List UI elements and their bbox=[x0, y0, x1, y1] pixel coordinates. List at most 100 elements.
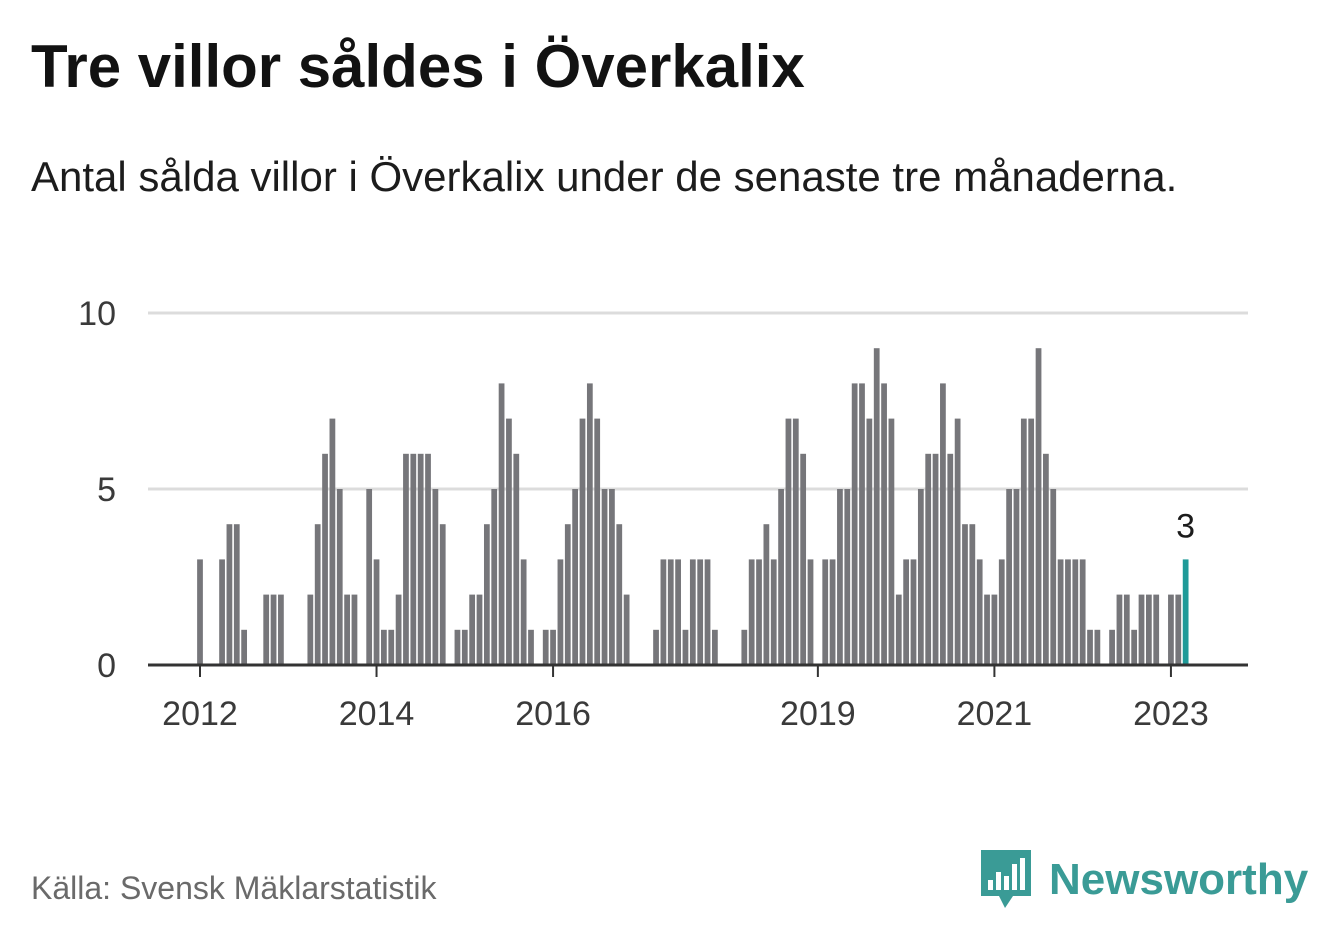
bar bbox=[1153, 594, 1160, 665]
bar bbox=[1057, 559, 1064, 665]
bar bbox=[1138, 594, 1145, 665]
bar bbox=[837, 489, 843, 665]
bar bbox=[491, 489, 498, 665]
bar bbox=[307, 594, 314, 665]
bar bbox=[689, 559, 696, 665]
bar bbox=[660, 559, 667, 665]
bar bbox=[1109, 629, 1115, 665]
bar bbox=[792, 418, 799, 665]
bar bbox=[616, 524, 623, 665]
bar bbox=[1050, 489, 1057, 665]
x-tick-label: 2014 bbox=[339, 695, 415, 733]
bar bbox=[1020, 418, 1027, 665]
bar bbox=[954, 418, 961, 665]
bar bbox=[917, 489, 924, 665]
bar bbox=[807, 559, 814, 665]
bar bbox=[851, 383, 858, 665]
bar bbox=[395, 594, 402, 665]
bar bbox=[822, 559, 829, 665]
bar bbox=[432, 489, 439, 665]
bar bbox=[1065, 559, 1071, 665]
bar bbox=[748, 559, 755, 665]
bar bbox=[506, 418, 512, 665]
bar bbox=[513, 453, 520, 665]
bar bbox=[498, 383, 505, 665]
bar bbox=[976, 559, 983, 665]
chart-title: Tre villor såldes i Överkalix bbox=[31, 33, 805, 100]
bar bbox=[932, 453, 939, 665]
bar bbox=[381, 629, 387, 665]
bar bbox=[1079, 559, 1086, 665]
bar bbox=[322, 453, 328, 665]
y-tick-label: 0 bbox=[97, 647, 116, 685]
bar bbox=[675, 559, 681, 665]
chart-subtitle: Antal sålda villor i Överkalix under de … bbox=[31, 153, 1178, 200]
highlight-data-label: 3 bbox=[1176, 507, 1195, 545]
bar bbox=[344, 594, 350, 665]
newsworthy-logo: Newsworthy bbox=[981, 850, 1308, 910]
bar bbox=[1168, 594, 1174, 665]
bar bbox=[351, 594, 358, 665]
x-tick-label: 2021 bbox=[957, 695, 1033, 733]
bar bbox=[233, 524, 240, 665]
bar bbox=[947, 453, 954, 665]
bar bbox=[1028, 418, 1035, 665]
x-tick-label: 2023 bbox=[1133, 695, 1209, 733]
bar bbox=[844, 489, 851, 665]
bar bbox=[579, 418, 586, 665]
bar bbox=[483, 524, 490, 665]
bar bbox=[594, 418, 601, 665]
bar bbox=[609, 489, 615, 665]
bar bbox=[226, 524, 233, 665]
bar bbox=[925, 453, 932, 665]
bar-chart-speech-bubble-icon bbox=[981, 850, 1031, 908]
bar bbox=[962, 524, 968, 665]
bar-chart: 0 5 10 2012 2014 2016 2019 2021 2023 3 bbox=[78, 295, 1248, 733]
bar bbox=[425, 453, 431, 665]
bar bbox=[667, 559, 674, 665]
bar bbox=[778, 489, 784, 665]
bar bbox=[1116, 594, 1123, 665]
bar bbox=[763, 524, 770, 665]
bar bbox=[888, 418, 895, 665]
bar bbox=[388, 629, 395, 665]
bar bbox=[1087, 629, 1093, 665]
bar bbox=[1035, 348, 1042, 665]
bar bbox=[476, 594, 483, 665]
bar bbox=[1043, 453, 1049, 665]
bar bbox=[1175, 594, 1182, 665]
bar bbox=[403, 453, 409, 665]
bar bbox=[454, 629, 461, 665]
bar bbox=[623, 594, 630, 665]
bar bbox=[469, 594, 476, 665]
bar bbox=[1131, 629, 1138, 665]
bar bbox=[800, 453, 807, 665]
bar bbox=[785, 418, 792, 665]
bar bbox=[756, 559, 762, 665]
bar bbox=[278, 594, 284, 665]
bar bbox=[542, 629, 549, 665]
bar bbox=[439, 524, 446, 665]
bar bbox=[873, 348, 880, 665]
bar bbox=[417, 453, 424, 665]
bar bbox=[1006, 489, 1012, 665]
bar bbox=[520, 559, 527, 665]
bar bbox=[682, 629, 689, 665]
bar bbox=[270, 594, 277, 665]
bar bbox=[263, 594, 270, 665]
bar bbox=[859, 383, 865, 665]
bar bbox=[940, 383, 946, 665]
bar bbox=[991, 594, 998, 665]
bar bbox=[373, 559, 380, 665]
bar bbox=[572, 489, 579, 665]
bar bbox=[910, 559, 917, 665]
bar bbox=[881, 383, 887, 665]
bar bbox=[741, 629, 748, 665]
bar-highlight bbox=[1182, 559, 1189, 665]
x-tick-label: 2012 bbox=[162, 695, 238, 733]
bar bbox=[653, 629, 659, 665]
bar bbox=[601, 489, 608, 665]
bar bbox=[969, 524, 976, 665]
bar bbox=[704, 559, 711, 665]
bar bbox=[586, 383, 593, 665]
